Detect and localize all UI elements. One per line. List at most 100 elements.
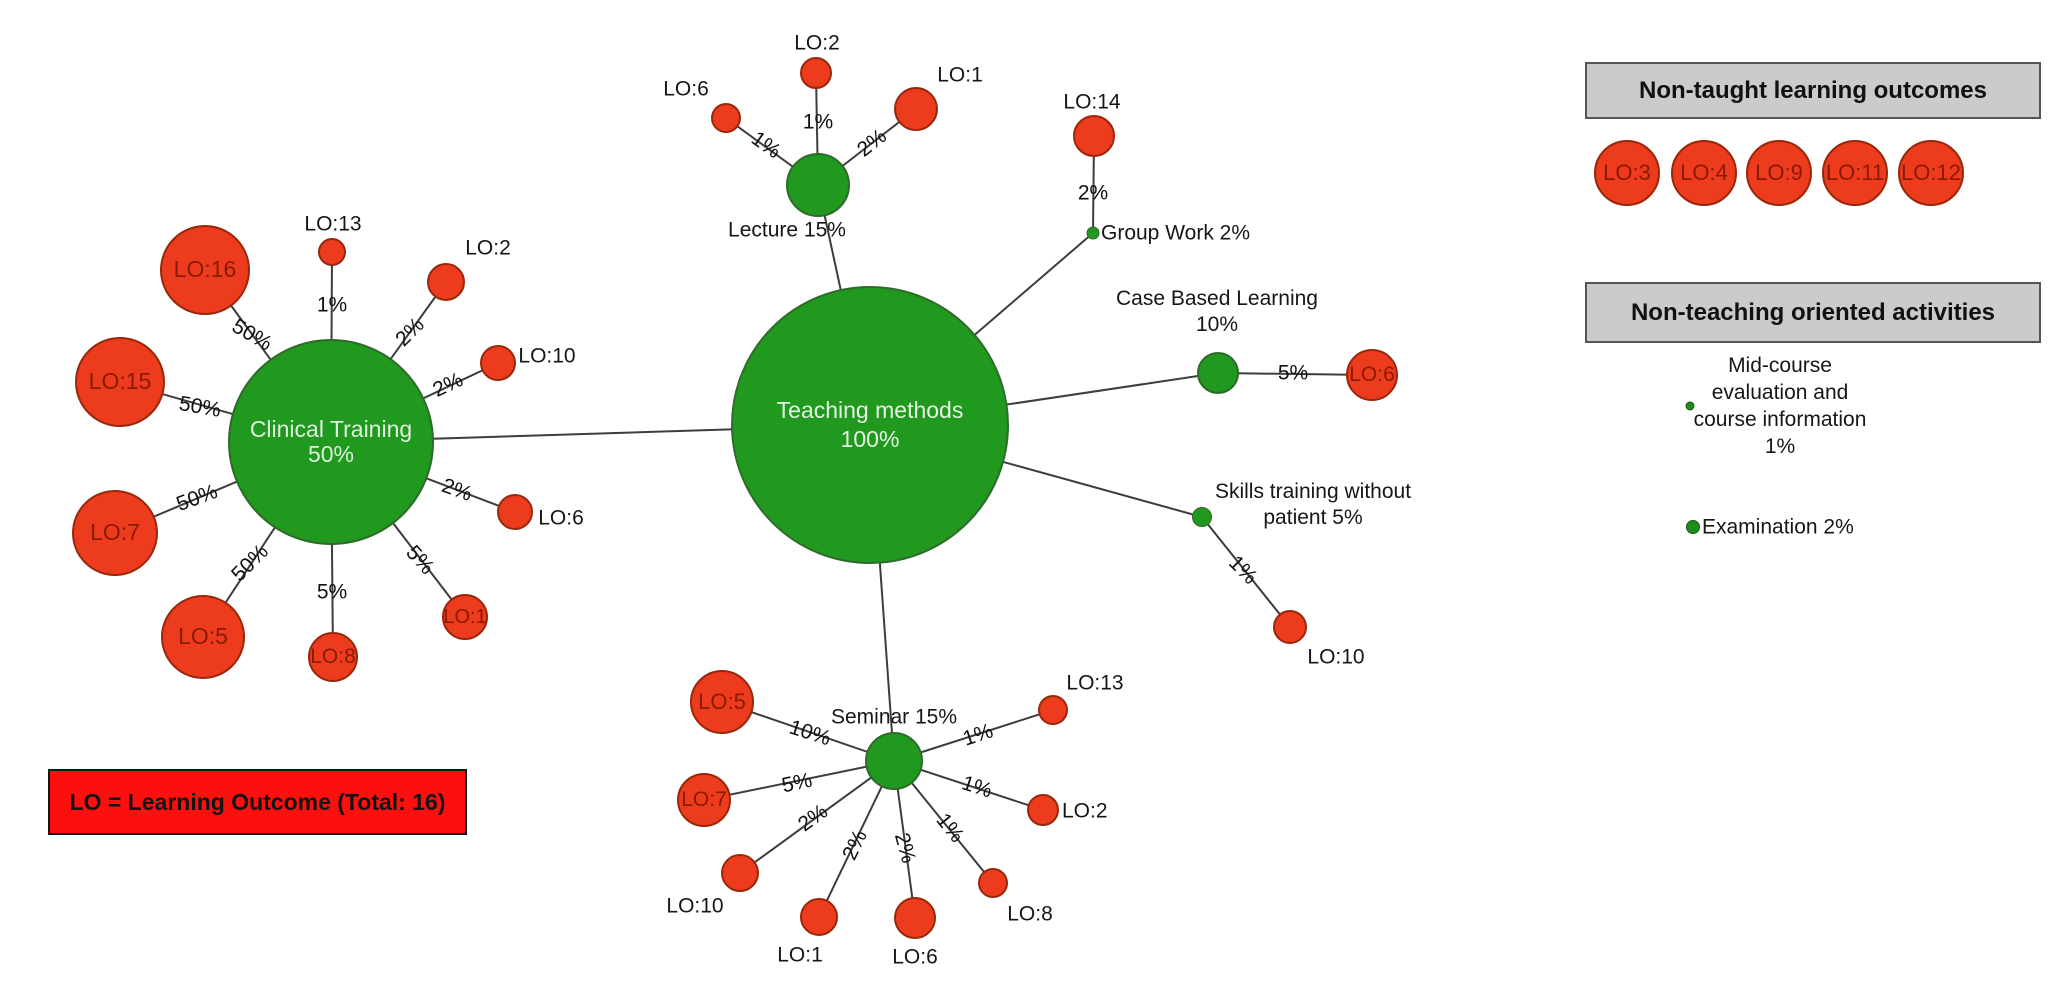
seminar-lo8-label: LO:8 <box>1007 902 1053 926</box>
skills-lo10-node <box>1273 610 1307 644</box>
clinical-lo1-node: LO:1 <box>442 594 488 640</box>
seminar-lo8-node <box>978 868 1008 898</box>
lo-label: LO:11 <box>1825 159 1885 185</box>
lecture-lo2-label: LO:2 <box>794 31 840 55</box>
seminar-lo10-node <box>721 854 759 892</box>
clinical-lo10-node <box>480 345 516 381</box>
non-taught-title: Non-taught learning outcomes <box>1639 76 1987 104</box>
lo-label: LO:7 <box>90 519 140 546</box>
seminar-lo6-node <box>894 897 936 939</box>
seminar-lo7-node: LO:7 <box>677 773 731 827</box>
lo-label: LO:9 <box>1755 159 1803 185</box>
edge-seminar-lo10 <box>739 760 895 874</box>
non-teaching-title: Non-teaching oriented activities <box>1630 298 1996 326</box>
examination-label: Examination 2% <box>1702 515 1854 539</box>
non-taught-lo4-node: LO:4 <box>1671 140 1737 206</box>
clinical-lo6-node <box>497 494 533 530</box>
skills-label-line1: Skills training without <box>1214 480 1412 503</box>
non-teaching-header: Non-teaching oriented activities <box>1585 282 2041 343</box>
clinical-training-node: Clinical Training 50% <box>228 339 434 545</box>
seminar-node <box>865 732 923 790</box>
lo-label: LO:6 <box>1349 363 1395 387</box>
skills-lo10-label: LO:10 <box>1307 645 1365 669</box>
case-based-label: Case Based Learning 10% <box>1116 286 1318 338</box>
clinical-lo8-node: LO:8 <box>308 632 358 682</box>
lecture-node <box>786 153 850 217</box>
teaching-methods-node: Teaching methods 100% <box>731 286 1009 564</box>
lo-label: LO:1 <box>443 606 487 628</box>
skills-training-label: Skills training without patient 5% <box>1215 479 1411 531</box>
group-lo14-node <box>1073 115 1115 157</box>
lecture-lo1-node <box>894 87 938 131</box>
clinical-lo15-node: LO:15 <box>75 337 165 427</box>
skills-label-line2: patient 5% <box>1263 506 1363 529</box>
group-work-node <box>1086 226 1100 240</box>
mid-course-label: Mid-course evaluation and course informa… <box>1694 352 1867 460</box>
edge-weight-label: 1% <box>316 293 348 317</box>
seminar-lo1-node <box>800 898 838 936</box>
case-based-label-line1: Case Based Learning <box>1116 287 1318 310</box>
edge-weight-label: 5% <box>1277 361 1309 385</box>
non-taught-lo11-node: LO:11 <box>1822 140 1888 206</box>
clinical-lo10-label: LO:10 <box>518 344 576 368</box>
seminar-lo10-label: LO:10 <box>666 894 724 918</box>
skills-training-node <box>1192 507 1212 527</box>
case-based-node <box>1197 352 1239 394</box>
lecture-lo1-label: LO:1 <box>937 63 983 87</box>
edge-weight-label: 2% <box>1077 181 1109 205</box>
seminar-lo6-label: LO:6 <box>892 945 938 969</box>
clinical-lo2-node <box>427 263 465 301</box>
clinical-lo6-label: LO:6 <box>538 506 584 530</box>
seminar-lo2-node <box>1027 794 1059 826</box>
edge-seminar-lo7 <box>703 760 895 801</box>
non-taught-header: Non-taught learning outcomes <box>1585 62 2041 119</box>
group-work-label: Group Work 2% <box>1101 221 1250 245</box>
non-taught-lo9-node: LO:9 <box>1746 140 1812 206</box>
non-taught-lo3-node: LO:3 <box>1594 140 1660 206</box>
seminar-lo13-node <box>1038 695 1068 725</box>
clinical-lo5-node: LO:5 <box>161 595 245 679</box>
lecture-lo2-node <box>800 57 832 89</box>
lo-label: LO:5 <box>178 623 228 650</box>
lecture-label: Lecture 15% <box>728 218 846 242</box>
lecture-lo6-node <box>711 103 741 133</box>
seminar-lo2-label: LO:2 <box>1062 799 1108 823</box>
group-lo14-label: LO:14 <box>1063 90 1121 114</box>
case-lo6-node: LO:6 <box>1346 349 1398 401</box>
teaching-methods-pct: 100% <box>840 426 900 452</box>
seminar-label: Seminar 15% <box>830 705 958 729</box>
mid-course-line3: course information <box>1693 408 1867 431</box>
clinical-lo13-label: LO:13 <box>304 212 362 236</box>
mid-course-line2: evaluation and <box>1711 381 1849 404</box>
edge-skills-lo10 <box>1201 516 1291 628</box>
seminar-lo13-label: LO:13 <box>1066 671 1124 695</box>
mid-course-line1: Mid-course <box>1728 354 1832 377</box>
mid-course-line4: 1% <box>1764 435 1796 458</box>
clinical-lo16-node: LO:16 <box>160 225 250 315</box>
clinical-lo7-node: LO:7 <box>72 490 158 576</box>
seminar-lo1-label: LO:1 <box>777 943 823 967</box>
lecture-lo6-label: LO:6 <box>663 77 709 101</box>
edge-weight-label: 1% <box>802 110 834 134</box>
lo-label: LO:15 <box>88 368 152 395</box>
examination-dot <box>1686 520 1700 534</box>
seminar-lo5-node: LO:5 <box>690 670 754 734</box>
clinical-training-label: Clinical Training 50% <box>249 415 413 467</box>
mid-course-dot <box>1685 401 1695 411</box>
teaching-methods-label: Teaching methods 100% <box>777 396 964 454</box>
lo-label: LO:3 <box>1603 159 1651 185</box>
lo-label: LO:4 <box>1680 159 1728 185</box>
clinical-lo13-node <box>318 238 346 266</box>
legend-box: LO = Learning Outcome (Total: 16) <box>48 769 467 835</box>
teaching-methods-title: Teaching methods <box>776 397 964 423</box>
edge-weight-label: 5% <box>316 580 348 604</box>
lo-label: LO:8 <box>310 645 356 669</box>
case-based-label-line2: 10% <box>1195 313 1239 336</box>
lo-label: LO:12 <box>1901 159 1961 185</box>
clinical-lo2-label: LO:2 <box>465 236 511 260</box>
lo-label: LO:5 <box>698 688 746 714</box>
legend-text: LO = Learning Outcome (Total: 16) <box>69 788 446 815</box>
lo-label: LO:16 <box>173 256 237 283</box>
non-taught-lo12-node: LO:12 <box>1898 140 1964 206</box>
